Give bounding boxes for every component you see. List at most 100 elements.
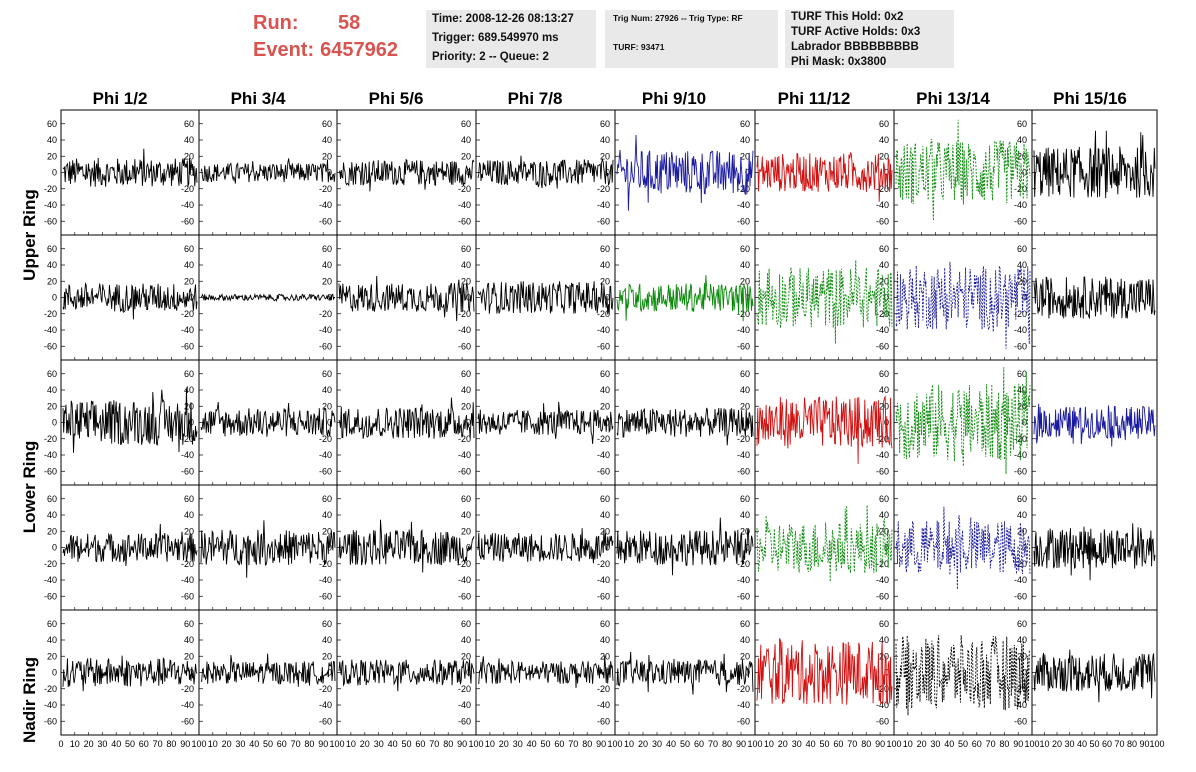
y-tick-label: 40 — [184, 135, 194, 145]
column-header-phi-7-8: Phi 7/8 — [507, 89, 563, 108]
y-tick-label: 40 — [879, 635, 889, 645]
x-tick-label: 10 — [485, 739, 495, 749]
y-tick-label: 40 — [1017, 385, 1027, 395]
y-tick-label: 40 — [1017, 135, 1027, 145]
y-tick-label: 40 — [47, 135, 57, 145]
y-tick-label: -60 — [1014, 341, 1027, 351]
x-tick-label: 90 — [1139, 739, 1149, 749]
column-header-phi-1-2: Phi 1/2 — [92, 89, 148, 108]
y-tick-label: 60 — [322, 619, 332, 629]
y-tick-label: -60 — [876, 341, 889, 351]
y-tick-label: 60 — [461, 119, 471, 129]
y-tick-label: 20 — [740, 276, 750, 286]
y-tick-label: -60 — [1014, 591, 1027, 601]
y-tick-label: 0 — [745, 168, 750, 178]
y-tick-label: 20 — [1017, 651, 1027, 661]
y-tick-label: -40 — [181, 575, 194, 585]
waveform-trace-r2-c5 — [756, 395, 893, 465]
y-tick-label: -40 — [458, 200, 471, 210]
y-tick-label: -40 — [737, 450, 750, 460]
y-tick-label: 0 — [52, 668, 57, 678]
y-tick-label: 0 — [52, 543, 57, 553]
column-header-phi-11-12: Phi 11/12 — [777, 89, 851, 108]
y-tick-label: 20 — [184, 651, 194, 661]
x-tick-label: 50 — [263, 739, 273, 749]
y-tick-label: 60 — [461, 369, 471, 379]
y-tick-label: 60 — [600, 244, 610, 254]
y-tick-label: 40 — [740, 510, 750, 520]
y-tick-label: 20 — [184, 526, 194, 536]
y-tick-label: -20 — [1014, 559, 1027, 569]
y-tick-label: 40 — [322, 385, 332, 395]
y-tick-label: 20 — [740, 651, 750, 661]
y-tick-label: 60 — [47, 369, 57, 379]
y-tick-label: 0 — [189, 168, 194, 178]
y-tick-label: -60 — [1014, 716, 1027, 726]
y-tick-label: 60 — [600, 119, 610, 129]
y-tick-label: 60 — [47, 494, 57, 504]
y-tick-label: 60 — [600, 494, 610, 504]
y-tick-label: 40 — [184, 385, 194, 395]
y-tick-label: -20 — [181, 684, 194, 694]
x-tick-label: 70 — [429, 739, 439, 749]
y-tick-label: -20 — [44, 434, 57, 444]
y-tick-label: 60 — [322, 494, 332, 504]
y-tick-label: -60 — [181, 466, 194, 476]
y-tick-label: -40 — [737, 200, 750, 210]
y-tick-label: 20 — [879, 651, 889, 661]
y-tick-label: 0 — [466, 418, 471, 428]
y-tick-label: 40 — [740, 135, 750, 145]
y-tick-label: 40 — [879, 385, 889, 395]
y-tick-label: 40 — [184, 635, 194, 645]
x-tick-label: 10 — [346, 739, 356, 749]
time-line: Time: 2008-12-26 08:13:27 — [432, 13, 574, 25]
y-tick-label: -60 — [319, 466, 332, 476]
y-tick-label: 20 — [322, 276, 332, 286]
y-tick-label: -20 — [181, 184, 194, 194]
y-tick-label: 0 — [605, 168, 610, 178]
x-tick-label: 50 — [540, 739, 550, 749]
x-tick-label: 30 — [97, 739, 107, 749]
y-tick-label: -40 — [181, 325, 194, 335]
waveform-trace-r3-c3 — [477, 528, 614, 564]
y-tick-label: -60 — [458, 466, 471, 476]
waveform-trace-r2-c6 — [895, 367, 1031, 475]
x-tick-label: 60 — [1102, 739, 1112, 749]
x-tick-label: 70 — [568, 739, 578, 749]
y-tick-label: 20 — [1017, 526, 1027, 536]
y-tick-label: -20 — [319, 559, 332, 569]
y-tick-label: 40 — [600, 510, 610, 520]
y-tick-label: -20 — [44, 309, 57, 319]
waveform-trace-r0-c3 — [477, 155, 614, 189]
y-tick-label: -20 — [319, 184, 332, 194]
y-tick-label: -60 — [44, 466, 57, 476]
y-tick-label: 40 — [322, 135, 332, 145]
y-tick-label: 0 — [52, 168, 57, 178]
waveform-trace-r0-c4 — [616, 134, 754, 211]
y-tick-label: -60 — [737, 716, 750, 726]
y-tick-label: -60 — [737, 341, 750, 351]
y-tick-label: 20 — [879, 276, 889, 286]
y-tick-label: 60 — [184, 494, 194, 504]
y-tick-label: -40 — [1014, 325, 1027, 335]
y-tick-label: -20 — [458, 309, 471, 319]
x-tick-label: 60 — [833, 739, 843, 749]
x-tick-label: 50 — [819, 739, 829, 749]
x-tick-label: 20 — [1052, 739, 1062, 749]
y-tick-label: 20 — [47, 151, 57, 161]
y-tick-label: 20 — [322, 526, 332, 536]
y-tick-label: 60 — [47, 119, 57, 129]
x-tick-label: 100 — [607, 739, 622, 749]
y-tick-label: 40 — [461, 510, 471, 520]
waveform-trace-r2-c4 — [616, 407, 754, 446]
y-tick-label: -60 — [458, 591, 471, 601]
y-tick-label: -20 — [737, 684, 750, 694]
y-tick-label: 0 — [52, 418, 57, 428]
event-value: 6457962 — [320, 39, 398, 61]
y-tick-label: -60 — [181, 591, 194, 601]
waveform-trace-r1-c5 — [756, 260, 893, 344]
waveform-trace-r0-c5 — [756, 151, 893, 202]
y-tick-label: 20 — [1017, 151, 1027, 161]
y-tick-label: 20 — [740, 526, 750, 536]
